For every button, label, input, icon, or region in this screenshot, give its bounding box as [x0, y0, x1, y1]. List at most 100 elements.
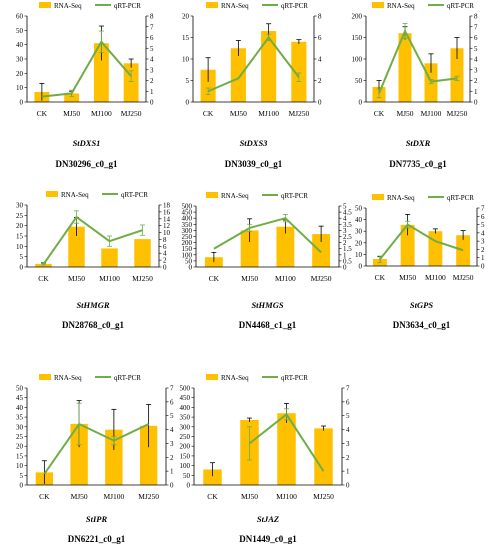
gene-id: DN3634_c0_g1 — [393, 320, 451, 330]
chart-panel: RNA-Seq qRT-PCR 0 5 10 15 20 0 2 4 6 8 CK MJ50 MJ100 MJ… — [182, 2, 322, 169]
x-tick-label: MJ100 — [99, 274, 120, 283]
bar-rna-seq-mj50 — [64, 93, 80, 102]
legend-swatch-rna-seq — [206, 374, 218, 380]
gene-id: DN30296_c0_g1 — [56, 159, 118, 169]
y-tick-label-right: 6 — [318, 34, 322, 42]
y-tick-label-left: 300 — [182, 227, 193, 235]
x-tick-label: CK — [374, 109, 385, 118]
bar-rna-seq-mj50 — [230, 48, 246, 102]
y-tick-label-right: 1 — [343, 251, 347, 259]
bar-rna-seq-mj100 — [261, 31, 277, 102]
legend-label-qrt-pcr: qRT-PCR — [281, 2, 308, 10]
y-tick-label-left: 200 — [352, 13, 363, 21]
y-tick-label-right: 10 — [163, 229, 171, 237]
y-tick-label-right: 4 — [481, 229, 485, 237]
x-tick-label: MJ250 — [313, 492, 334, 501]
y-tick-label-right: 0 — [346, 482, 350, 490]
legend-label-qrt-pcr: qRT-PCR — [281, 192, 308, 200]
y-tick-label-right: 1 — [481, 254, 485, 262]
y-tick-label-left: 150 — [182, 245, 193, 253]
chart-panel: RNA-Seq qRT-PCR 0 10 20 30 40 50 60 0 1 2 3 4 5 6 7 8 CK MJ… — [16, 2, 154, 169]
y-tick-label-left: 0 — [20, 482, 24, 490]
y-tick-label-left: 0 — [20, 264, 24, 272]
x-tick-label: CK — [38, 274, 49, 283]
y-tick-label-right: 7 — [150, 23, 154, 31]
chart-panel: RNA-Seq qRT-PCR05010015020025030035040045… — [182, 192, 352, 330]
legend-swatch-rna-seq — [206, 2, 218, 8]
y-tick-label-left: 5 — [20, 472, 24, 480]
y-tick-label-left: 50 — [16, 27, 24, 35]
y-tick-label-left: 400 — [180, 404, 191, 412]
y-tick-label-left: 35 — [16, 414, 24, 422]
x-tick-label: MJ250 — [121, 109, 142, 118]
y-tick-label-right: 2 — [170, 454, 174, 462]
gene-id: DN28768_c0_g1 — [62, 320, 124, 330]
legend-label-rna-seq: RNA-Seq — [387, 2, 415, 10]
bar-rna-seq-mj50 — [400, 224, 415, 266]
y-tick-label-right: 2 — [150, 77, 154, 85]
y-tick-label-right: 3 — [343, 227, 347, 235]
bar-rna-seq-mj250 — [134, 239, 151, 267]
y-tick-label-right: 5 — [346, 412, 350, 420]
y-tick-label-left: 10 — [355, 251, 363, 259]
line-qrt-pcr — [379, 223, 464, 260]
y-tick-label-right: 4 — [163, 250, 167, 258]
y-tick-label-right: 6 — [346, 398, 350, 406]
y-tick-label-left: 20 — [16, 222, 24, 230]
x-tick-label: MJ50 — [241, 274, 258, 283]
legend-label-rna-seq: RNA-Seq — [221, 2, 249, 10]
y-tick-label-left: 20 — [16, 443, 24, 451]
line-qrt-pcr — [378, 30, 458, 94]
y-tick-label-right: 0 — [170, 482, 174, 490]
x-tick-label: MJ100 — [91, 109, 112, 118]
x-tick-label: MJ50 — [241, 492, 258, 501]
x-tick-label: MJ100 — [103, 492, 124, 501]
x-tick-label: MJ250 — [453, 273, 474, 282]
bar-rna-seq-ck — [35, 263, 52, 267]
bar-rna-seq-ck — [203, 469, 222, 485]
gene-id: DN7735_c0_g1 — [389, 159, 447, 169]
gene-id: DN1449_c0_g1 — [239, 534, 297, 544]
y-tick-label-left: 450 — [182, 209, 193, 217]
legend-label-rna-seq: RNA-Seq — [54, 2, 82, 10]
y-tick-label-right: 3 — [150, 66, 154, 74]
bar-rna-seq-mj250 — [139, 425, 158, 485]
y-tick-label-left: 30 — [16, 423, 24, 431]
x-tick-label: MJ50 — [399, 273, 416, 282]
bar-rna-seq-mj100 — [428, 231, 443, 266]
legend-swatch-rna-seq — [39, 2, 51, 8]
y-tick-label-left: 50 — [16, 385, 24, 393]
y-tick-label-right: 3.5 — [343, 221, 352, 229]
y-tick-label-right: 7 — [481, 205, 485, 213]
y-tick-label-left: 200 — [180, 443, 191, 451]
legend-swatch-rna-seq — [46, 191, 58, 197]
chart-panel: RNA-Seq qRT-PCR 0 50 100 150 200 0 1 2 3 4 5 6 7 8 CK MJ5… — [352, 2, 478, 169]
x-tick-label: MJ250 — [447, 109, 468, 118]
y-tick-label-right: 1 — [170, 468, 174, 476]
y-tick-label-left: 20 — [182, 13, 190, 21]
y-tick-label-right: 6 — [474, 34, 478, 42]
y-tick-label-right: 0 — [163, 264, 167, 272]
legend-swatch-rna-seq — [206, 192, 218, 198]
y-tick-label-right: 7 — [170, 385, 174, 393]
y-tick-label-right: 5 — [474, 45, 478, 53]
gene-id: DN6221_c0_g1 — [68, 534, 126, 544]
y-tick-label-right: 4.5 — [343, 209, 352, 217]
x-tick-label: CK — [207, 492, 218, 501]
legend-label-qrt-pcr: qRT-PCR — [114, 2, 141, 10]
y-tick-label-left: 10 — [16, 462, 24, 470]
bar-rna-seq-mj50 — [68, 226, 85, 267]
y-tick-label-right: 0 — [343, 264, 347, 272]
y-tick-label-left: 0 — [359, 263, 363, 271]
y-tick-label-right: 2 — [481, 246, 485, 254]
y-tick-label-right: 4 — [170, 426, 174, 434]
bar-rna-seq-mj50 — [70, 423, 88, 485]
y-tick-label-right: 4 — [346, 426, 350, 434]
y-tick-label-right: 12 — [163, 222, 171, 230]
y-tick-label-left: 40 — [16, 404, 24, 412]
y-tick-label-left: 10 — [16, 243, 24, 251]
chart-panel: RNA-Seq qRT-PCR05010015020025030035040045… — [180, 374, 350, 544]
y-tick-label-right: 3 — [474, 66, 478, 74]
bar-rna-seq-mj250 — [456, 235, 471, 266]
legend-label-qrt-pcr: qRT-PCR — [121, 191, 148, 199]
